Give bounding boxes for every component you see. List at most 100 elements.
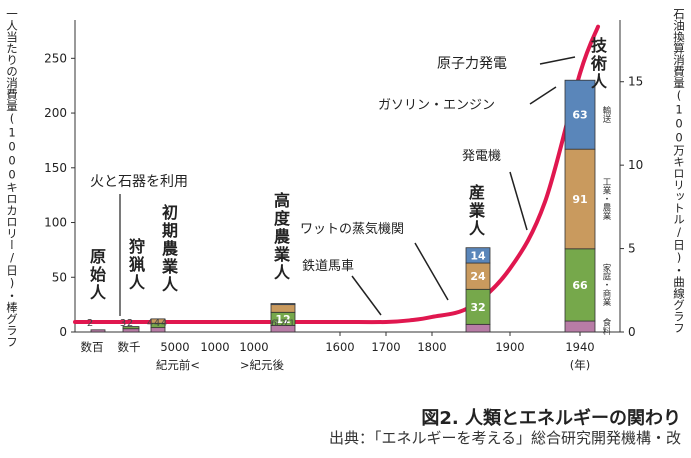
bar-value-label: 14 [470,249,486,262]
x-tick-label: 1900 [495,340,524,354]
y-right-tick-label: 10 [628,158,643,172]
bar-value-label: 32 [470,301,485,314]
bar-value-label: 3 [120,318,126,329]
bar-segment [270,303,296,306]
bar-value-label: 4 [147,318,153,329]
y-left-tick-label: 250 [44,51,67,65]
stage-char: 人 [162,275,179,294]
stage-label-primitive: 原始人 [90,247,107,302]
y-left-tick-label: 50 [52,270,67,284]
stage-char: 人 [274,263,291,282]
stage-char: 産 [469,183,485,202]
labels: 輸送工業・農業家庭・商業食料原始人狩猟人初期農業人高度農業人産業人技術人火と石器… [90,36,611,336]
y-right-tick-label: 5 [628,242,636,256]
annotation-gasoline-leader [529,86,557,105]
x-tick-label: 1000 [200,340,229,354]
annotation-generator: 発電機 [462,149,501,164]
axes: 0 50 100 150 200 250 0 5 10 15 数百 数千 5000 1000 1000 160… [44,20,643,372]
stage-char: 農 [162,239,179,258]
bar-value-label: 4 [154,318,160,329]
stage-char: 猟 [128,255,145,274]
x-tick-label: 1700 [371,340,400,354]
stage-bar-1: 2 [87,318,106,333]
stage-char: 業 [468,201,486,220]
bar-segment [465,323,491,333]
figure-source: 出典：「エネルギーを考える」総合研究開発機構・改 [328,429,681,447]
bar-value-label: 2 [87,318,93,329]
bar-segment [150,318,166,324]
legend-工業・農業: 工業・農業 [601,178,611,221]
legend-家庭・商業: 家庭・商業 [601,263,611,307]
stage-char: 人 [90,283,107,302]
x-sub-label-year: (年) [570,358,590,372]
x-tick-label: 1000 [239,340,268,354]
x-tick-label: 1800 [417,340,446,354]
stage-char: 人 [129,273,146,292]
stage-char: 技 [591,36,608,55]
bar-segment [270,304,296,313]
bar-value-label: 12 [275,313,290,326]
bar-value-label: 66 [572,279,588,292]
x-tick-label: 数千 [118,340,141,354]
bar-segment [122,328,140,333]
y-left-tick-label: 200 [44,106,67,120]
stage-label-hunting: 狩猟人 [128,237,146,292]
bar-value-label: 1 [289,319,295,329]
annotation-nuclear: 原子力発電 [437,56,507,72]
stage-char: 狩 [129,237,145,256]
bar-segment [564,148,596,250]
bar-segment [465,288,491,325]
annotation-generator-leader [509,171,528,231]
bar-segment [122,326,140,330]
y-right-tick-label: 0 [628,325,636,339]
stage-char: 業 [273,245,291,264]
annotation-watt: ワットの蒸気機関 [300,221,404,237]
bar-segment [564,248,596,322]
bar-segment [564,320,596,333]
figure-title: 図2. 人類とエネルギーの関わり [421,408,681,429]
stage-bar-6: 66 91 63 [564,79,596,333]
legend-食料: 食料 [601,318,611,337]
bar-value-label: 2 [127,318,133,329]
stage-char: 高 [274,191,290,210]
y-left-tick-label: 0 [59,325,67,339]
bar-value-label: 6 [271,319,277,329]
annotation-fire-stone: 火と石器を利用 [90,174,188,190]
stage-label-technological: 技術人 [590,36,608,91]
legend-輸送: 輸送 [601,106,611,125]
y-right-tick-label: 15 [628,75,643,89]
y-axis-left-label: 一人当たりの消費量(1000キロカロリー/日)・棒グラフ [5,8,19,348]
bar-value-label: 91 [572,193,587,206]
stage-char: 原 [90,247,106,266]
bar-value-label: 7 [283,319,289,329]
stage-char: 農 [274,227,291,246]
annotation-horse-railway-leader [351,275,382,316]
bar-value-label: 4 [161,318,167,329]
stage-bar-5: 32 24 14 [465,247,491,333]
annotation-gasoline: ガソリン・エンジン [378,98,495,113]
y-axis-right-label: 石油換算消費量(100万キロリットル/日)・曲線グラフ [672,8,686,334]
x-tick-label: 1940 [565,340,594,354]
annotation-horse-railway: 鉄道馬車 [302,259,354,274]
stage-char: 期 [162,221,178,240]
bar-value-label: 12 [274,319,285,329]
x-tick-label: 数百 [81,340,104,354]
bar-segment [564,79,596,150]
stage-label-industrial: 産業人 [468,183,486,238]
stage-char: 人 [469,219,486,238]
stage-char: 初 [162,203,178,222]
x-tick-label: 5000 [160,340,189,354]
annotation-watt-leader [414,242,449,301]
stage-char: 業 [161,257,179,276]
x-sub-label-bc: 紀元前< [156,358,200,372]
x-tick-label: 1600 [325,340,354,354]
y-left-tick-label: 150 [44,161,67,175]
bar-value-label: 24 [470,270,486,283]
stage-char: 人 [591,72,608,91]
